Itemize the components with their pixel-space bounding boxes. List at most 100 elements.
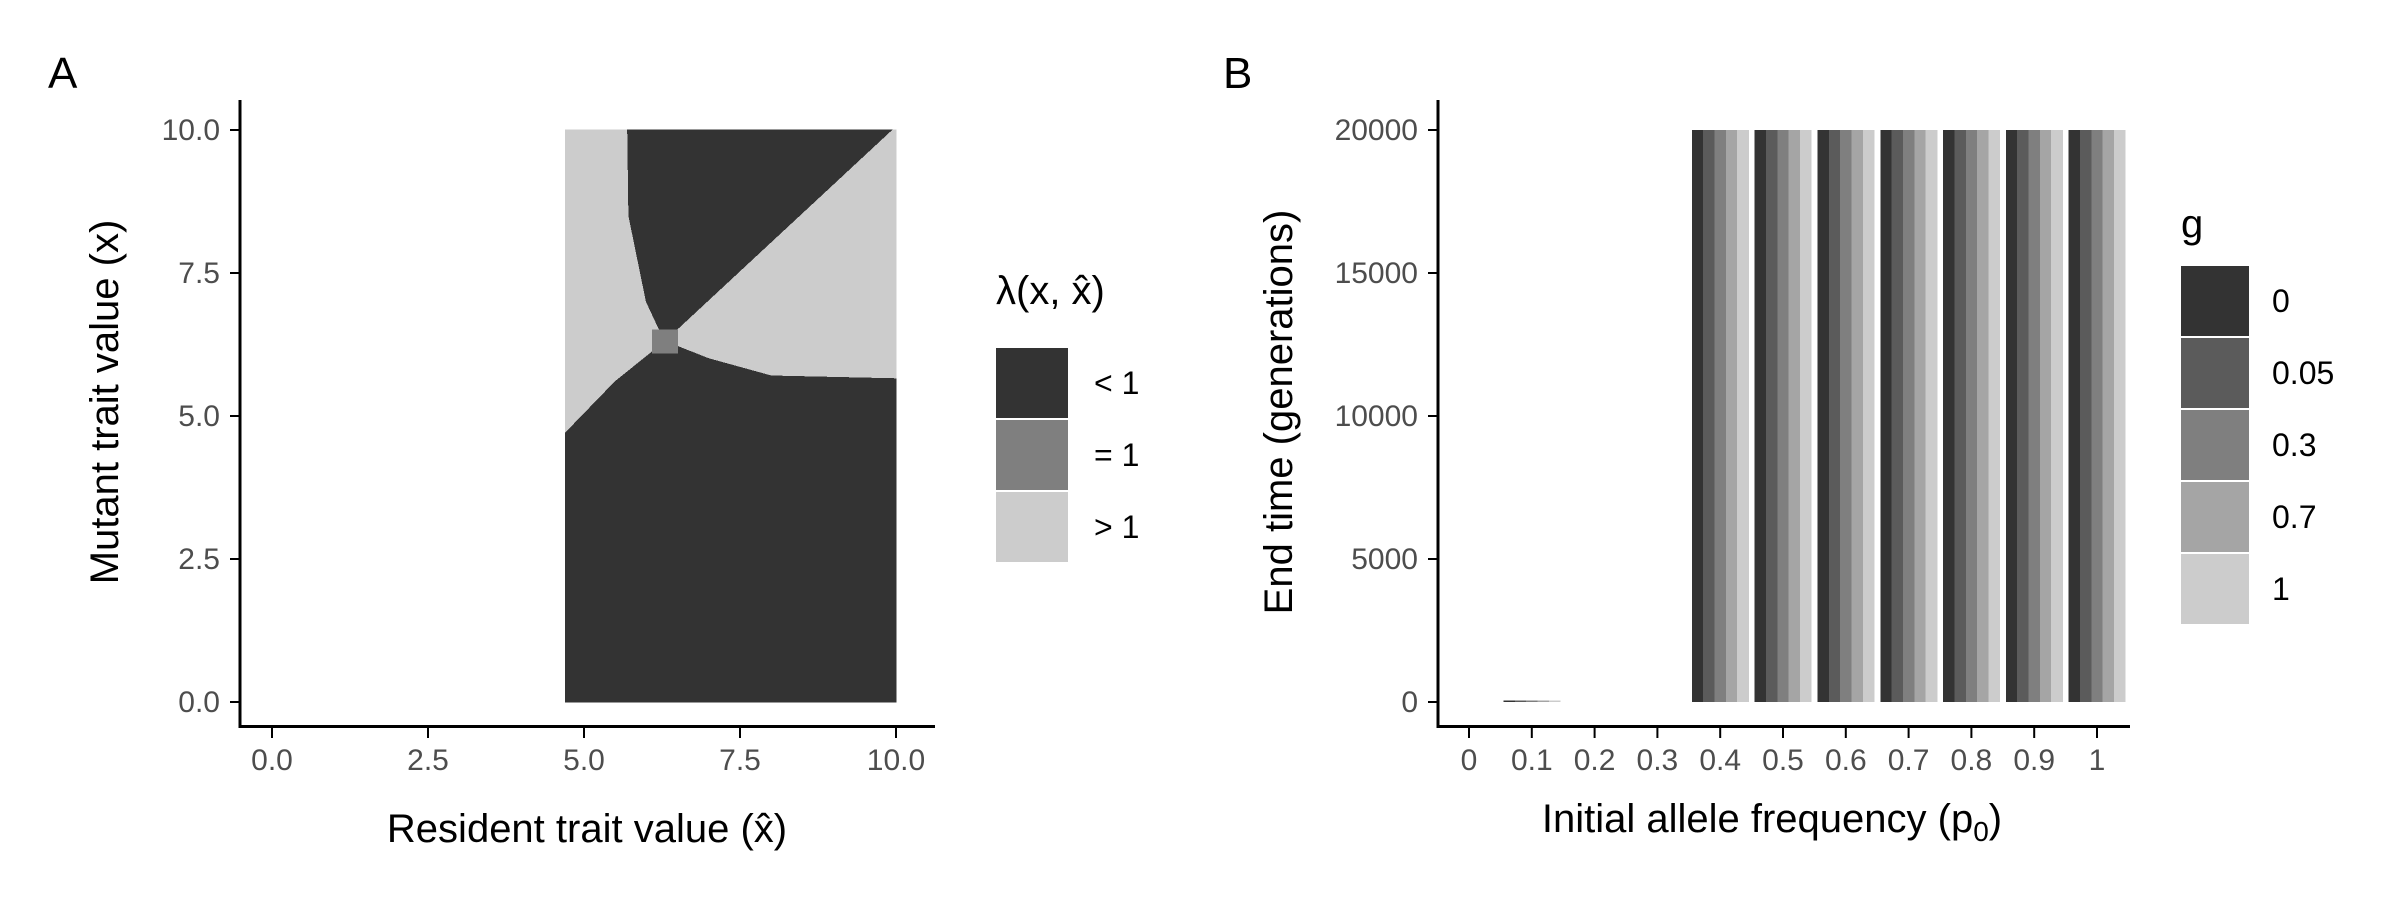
bar-p0.5-g0.7 bbox=[1788, 130, 1795, 702]
bar-p0.9-g1 bbox=[2051, 130, 2058, 702]
bar-p0.8-g0.7 bbox=[1982, 130, 1989, 702]
panel-b-legend-label: 0.3 bbox=[2272, 427, 2316, 463]
panel-b-x-axis-title-end: ) bbox=[1989, 797, 2002, 841]
panel-b-legend-label: 1 bbox=[2272, 571, 2290, 607]
panel-b-x-tick-label: 0.7 bbox=[1888, 744, 1930, 777]
panel-b-x-axis-title: Initial allele frequency (p0) bbox=[1542, 797, 2002, 847]
panel-a-y-axis-title: Mutant trait value (x) bbox=[83, 220, 127, 585]
panel-b-x-tick-label: 0.6 bbox=[1825, 744, 1867, 777]
panel-b-y-tick-label: 10000 bbox=[1335, 400, 1418, 433]
panel-b: B 0 0.1 0.2 0.3 0.4 0.5 0.6 0.7 0.8 0.9 1 05000100… bbox=[1223, 49, 2334, 847]
bar-p0.9-g0.05 bbox=[2022, 130, 2029, 702]
panel-b-x-axis-title-main: Initial allele frequency (p bbox=[1542, 797, 1973, 841]
bar-p0.8-g0.3 bbox=[1971, 130, 1978, 702]
panel-b-legend-key bbox=[2181, 266, 2249, 336]
bar-p0.9-g1 bbox=[2056, 130, 2063, 702]
panel-b-y-axis-title: End time (generations) bbox=[1257, 210, 1301, 615]
bar-p1.0-g0.7 bbox=[2102, 130, 2109, 702]
bar-p0.8-g1 bbox=[1994, 130, 2001, 702]
bar-p0.1-g0.3 bbox=[1526, 700, 1533, 702]
bar-p0.6-g0.3 bbox=[1840, 130, 1847, 702]
bar-p0.4-g0.7 bbox=[1725, 130, 1732, 702]
bar-p0.4-g0.05 bbox=[1703, 130, 1710, 702]
bar-p1.0-g0 bbox=[2074, 130, 2081, 702]
panel-b-x-ticks: 0 0.1 0.2 0.3 0.4 0.5 0.6 0.7 0.8 0.9 1 bbox=[1461, 728, 2106, 777]
bar-p0.5-g0 bbox=[1754, 130, 1761, 702]
bar-p0.9-g0.7 bbox=[2039, 130, 2046, 702]
panel-b-x-tick-label: 0.8 bbox=[1951, 744, 1993, 777]
bar-p0.4-g1 bbox=[1737, 130, 1744, 702]
bar-p0.7-g1 bbox=[1931, 130, 1938, 702]
bar-p0.1-g0 bbox=[1503, 700, 1510, 702]
panel-a-y-ticks: 0.0 2.5 5.0 7.5 10.0 bbox=[162, 114, 240, 719]
panel-b-legend-key bbox=[2181, 338, 2249, 408]
panel-a-y-tick-label: 10.0 bbox=[162, 114, 220, 147]
bar-p0.9-g0.3 bbox=[2028, 130, 2035, 702]
panel-b-x-tick-label: 0.4 bbox=[1699, 744, 1741, 777]
lambda-region-3 bbox=[564, 341, 897, 703]
bar-p0.4-g0 bbox=[1691, 130, 1698, 702]
bar-p0.8-g0.3 bbox=[1965, 130, 1972, 702]
bar-p0.7-g0.3 bbox=[1908, 130, 1915, 702]
bar-p0.5-g1 bbox=[1805, 130, 1812, 702]
bar-p0.7-g0.05 bbox=[1891, 130, 1898, 702]
bar-p0.6-g0.7 bbox=[1857, 130, 1864, 702]
bar-p0.5-g0 bbox=[1760, 130, 1767, 702]
bar-p0.7-g0.3 bbox=[1902, 130, 1909, 702]
panel-b-x-tick-label: 0.1 bbox=[1511, 744, 1553, 777]
panel-b-legend-label: 0.7 bbox=[2272, 499, 2316, 535]
panel-a-x-tick-label: 0.0 bbox=[251, 744, 293, 777]
bar-p1.0-g0.3 bbox=[2097, 130, 2104, 702]
bar-p1.0-g0.05 bbox=[2080, 130, 2087, 702]
panel-b-x-axis-title-subscript: 0 bbox=[1973, 816, 1989, 847]
bar-p1.0-g0 bbox=[2068, 130, 2075, 702]
bar-p0.8-g0 bbox=[1948, 130, 1955, 702]
panel-b-legend-key bbox=[2181, 554, 2249, 624]
bar-p0.7-g0.7 bbox=[1914, 130, 1921, 702]
bar-p0.8-g0.7 bbox=[1977, 130, 1984, 702]
panel-b-legend-label: 0.05 bbox=[2272, 355, 2334, 391]
panel-b-y-tick-label: 20000 bbox=[1335, 114, 1418, 147]
panel-b-tag: B bbox=[1223, 49, 1252, 98]
panel-a-legend: λ(x, x̂) < 1 = 1 > 1 bbox=[996, 269, 1139, 562]
bar-p0.1-g0 bbox=[1509, 700, 1516, 702]
bar-p0.1-g1 bbox=[1548, 700, 1555, 702]
panel-a-x-tick-label: 7.5 bbox=[719, 744, 761, 777]
bar-p0.1-g0.7 bbox=[1543, 700, 1550, 702]
bar-p0.7-g0.05 bbox=[1897, 130, 1904, 702]
bar-p0.5-g1 bbox=[1799, 130, 1807, 702]
bar-p0.1-g0.3 bbox=[1531, 700, 1538, 702]
panel-a-legend-label: = 1 bbox=[1094, 437, 1139, 473]
bar-p0.9-g0 bbox=[2005, 130, 2012, 702]
panel-b-axes bbox=[1436, 100, 2130, 728]
panel-a-y-tick-label: 0.0 bbox=[178, 686, 220, 719]
bar-p0.1-g1 bbox=[1554, 700, 1561, 702]
panel-a-legend-title: λ(x, x̂) bbox=[996, 269, 1105, 313]
panel-b-x-tick-label: 1 bbox=[2089, 744, 2106, 777]
panel-b-legend-key bbox=[2181, 410, 2249, 480]
panel-a-plot-area bbox=[564, 129, 897, 703]
bar-p0.7-g0.7 bbox=[1919, 130, 1926, 702]
bar-p1.0-g1 bbox=[2119, 130, 2126, 702]
bar-p0.6-g0.05 bbox=[1834, 130, 1841, 702]
bar-p0.4-g0.05 bbox=[1708, 130, 1715, 702]
bar-p0.5-g0.05 bbox=[1771, 130, 1778, 702]
lambda-region-1 bbox=[627, 129, 895, 343]
bar-p0.6-g0.05 bbox=[1828, 130, 1835, 702]
panel-b-legend-label: 0 bbox=[2272, 283, 2290, 319]
bar-p0.4-g0.3 bbox=[1720, 130, 1727, 702]
panel-b-x-tick-label: 0.9 bbox=[2013, 744, 2055, 777]
bar-p1.0-g0.05 bbox=[2085, 130, 2092, 702]
panel-a-x-axis-title: Resident trait value (x̂) bbox=[387, 807, 787, 851]
panel-a-x-tick-label: 5.0 bbox=[563, 744, 605, 777]
panel-a-legend-label: < 1 bbox=[1094, 365, 1139, 401]
panel-b-x-tick-label: 0.5 bbox=[1762, 744, 1804, 777]
panel-b-x-tick-label: 0.2 bbox=[1574, 744, 1616, 777]
bar-p1.0-g1 bbox=[2113, 130, 2121, 702]
panel-a-legend-key bbox=[996, 492, 1068, 562]
bar-p0.5-g0.7 bbox=[1794, 130, 1801, 702]
bar-p0.9-g0 bbox=[2011, 130, 2018, 702]
bar-p0.5-g0.05 bbox=[1766, 130, 1773, 702]
bar-p0.6-g1 bbox=[1862, 130, 1869, 702]
